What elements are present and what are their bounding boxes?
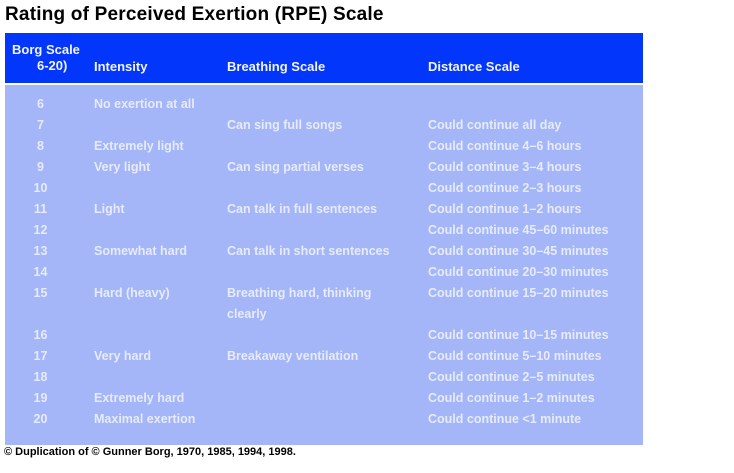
table-body: 6 No exertion at all 7 Can sing full son… <box>5 85 643 445</box>
intensity-cell: Very hard <box>94 349 151 363</box>
intensity-cell: Extremely light <box>94 139 184 153</box>
borg-number-cell: 13 <box>33 244 48 258</box>
breathing-scale-cell: Breathing hard, thinking clearly <box>227 286 372 321</box>
breathing-scale-cell <box>227 94 428 115</box>
distance-scale-cell: Could continue 2–5 minutes <box>428 370 595 384</box>
borg-number-cell: 16 <box>33 328 48 342</box>
table-row: 10 Could continue 2–3 hours <box>5 178 643 199</box>
table-row: 11 Light Can talk in full sentences Coul… <box>5 199 643 220</box>
borg-number-cell: 9 <box>37 160 44 174</box>
intensity-cell <box>94 178 227 199</box>
borg-number-cell: 12 <box>33 223 48 237</box>
distance-scale-cell: Could continue 20–30 minutes <box>428 265 609 279</box>
table-row: 8 Extremely light Could continue 4–6 hou… <box>5 136 643 157</box>
intensity-cell <box>94 262 227 283</box>
intensity-cell: Light <box>94 202 125 216</box>
table-row: 18 Could continue 2–5 minutes <box>5 367 643 388</box>
table-row: 13 Somewhat hard Can talk in short sente… <box>5 241 643 262</box>
breathing-scale-cell <box>227 409 428 430</box>
borg-number-cell: 6 <box>37 97 44 111</box>
breathing-scale-cell: Breakaway ventilation <box>227 349 359 363</box>
intensity-cell: Maximal exertion <box>94 412 196 426</box>
intensity-cell: No exertion at all <box>94 97 195 111</box>
table-row: 17 Very hard Breakaway ventilation Could… <box>5 346 643 367</box>
rpe-table: Borg Scale 6-20) Intensity Breathing Sca… <box>5 33 643 445</box>
column-header-distance-scale: Distance Scale <box>428 59 520 74</box>
intensity-cell <box>94 115 227 136</box>
breathing-scale-cell <box>227 367 428 388</box>
intensity-cell: Extremely hard <box>94 391 185 405</box>
breathing-scale-cell <box>227 220 428 241</box>
borg-number-cell: 10 <box>33 181 48 195</box>
breathing-scale-cell <box>227 262 428 283</box>
borg-scale-header-line2: 6-20) <box>37 58 68 73</box>
intensity-cell <box>94 367 227 388</box>
column-header-intensity: Intensity <box>94 59 148 74</box>
table-row: 14 Could continue 20–30 minutes <box>5 262 643 283</box>
distance-scale-cell: Could continue 15–20 minutes <box>428 286 609 300</box>
table-row: 16 Could continue 10–15 minutes <box>5 325 643 346</box>
borg-number-cell: 17 <box>33 349 48 363</box>
table-row: 6 No exertion at all <box>5 94 643 115</box>
distance-scale-cell: Could continue 5–10 minutes <box>428 349 602 363</box>
table-row: 12 Could continue 45–60 minutes <box>5 220 643 241</box>
borg-number-cell: 18 <box>33 370 48 384</box>
borg-number-cell: 20 <box>33 412 48 426</box>
borg-scale-header-line1: Borg Scale <box>12 42 80 57</box>
borg-number-cell: 8 <box>37 139 44 153</box>
intensity-cell: Hard (heavy) <box>94 286 170 300</box>
table-row: 7 Can sing full songs Could continue all… <box>5 115 643 136</box>
intensity-cell <box>94 325 227 346</box>
copyright-note: © Duplication of © Gunner Borg, 1970, 19… <box>4 446 296 458</box>
distance-scale-cell: Could continue 2–3 hours <box>428 181 582 195</box>
breathing-scale-cell: Can talk in full sentences <box>227 202 378 216</box>
breathing-scale-cell <box>227 178 428 199</box>
intensity-cell: Somewhat hard <box>94 244 188 258</box>
table-row: 20 Maximal exertion Could continue <1 mi… <box>5 409 643 430</box>
borg-number-cell: 19 <box>33 391 48 405</box>
distance-scale-cell: Could continue 45–60 minutes <box>428 223 609 237</box>
distance-scale-cell: Could continue 1–2 minutes <box>428 391 595 405</box>
table-row: 9 Very light Can sing partial verses Cou… <box>5 157 643 178</box>
page-title: Rating of Perceived Exertion (RPE) Scale <box>5 4 384 25</box>
distance-scale-cell: Could continue 30–45 minutes <box>428 244 609 258</box>
table-row: 19 Extremely hard Could continue 1–2 min… <box>5 388 643 409</box>
column-header-breathing-scale: Breathing Scale <box>227 59 326 74</box>
borg-number-cell: 7 <box>37 118 44 132</box>
distance-scale-cell: Could continue all day <box>428 118 562 132</box>
distance-scale-cell: Could continue 3–4 hours <box>428 160 582 174</box>
breathing-scale-cell <box>227 136 428 157</box>
breathing-scale-cell: Can sing partial verses <box>227 160 364 174</box>
breathing-scale-cell <box>227 325 428 346</box>
breathing-scale-cell: Can talk in short sentences <box>227 244 390 258</box>
distance-scale-cell <box>428 94 643 115</box>
distance-scale-cell: Could continue <1 minute <box>428 412 582 426</box>
breathing-scale-cell: Can sing full songs <box>227 118 343 132</box>
borg-number-cell: 14 <box>33 265 48 279</box>
borg-number-cell: 15 <box>33 286 48 300</box>
intensity-cell: Very light <box>94 160 151 174</box>
table-row: 15 Hard (heavy) Breathing hard, thinking… <box>5 283 643 325</box>
breathing-scale-cell <box>227 388 428 409</box>
column-header-borg-scale: Borg Scale 6-20) <box>5 33 94 83</box>
table-header-row: Borg Scale 6-20) Intensity Breathing Sca… <box>5 33 643 85</box>
distance-scale-cell: Could continue 1–2 hours <box>428 202 582 216</box>
intensity-cell <box>94 220 227 241</box>
distance-scale-cell: Could continue 10–15 minutes <box>428 328 609 342</box>
distance-scale-cell: Could continue 4–6 hours <box>428 139 582 153</box>
borg-number-cell: 11 <box>33 202 48 216</box>
